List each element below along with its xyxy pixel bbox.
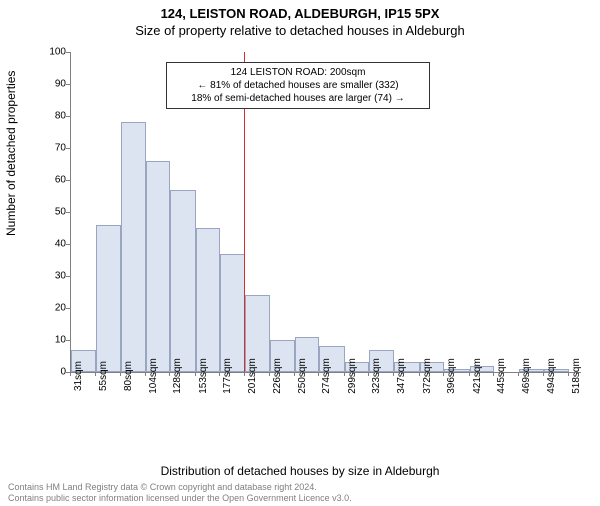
- page-subtitle: Size of property relative to detached ho…: [0, 23, 600, 38]
- y-tick-mark: [66, 52, 70, 53]
- histogram-bar: [146, 161, 171, 372]
- x-tick-mark: [219, 372, 220, 376]
- y-tick-label: 80: [36, 111, 66, 122]
- y-tick-mark: [66, 116, 70, 117]
- x-tick-mark: [543, 372, 544, 376]
- x-tick-label: 31sqm: [73, 361, 84, 391]
- y-tick-label: 60: [36, 175, 66, 186]
- y-tick-label: 30: [36, 271, 66, 282]
- x-tick-label: 396sqm: [446, 358, 457, 394]
- y-tick-mark: [66, 180, 70, 181]
- x-tick-label: 226sqm: [272, 358, 283, 394]
- footer-line1: Contains HM Land Registry data © Crown c…: [8, 482, 352, 493]
- x-tick-mark: [419, 372, 420, 376]
- annotation-box: 124 LEISTON ROAD: 200sqm← 81% of detache…: [166, 62, 430, 109]
- x-tick-mark: [318, 372, 319, 376]
- x-tick-mark: [95, 372, 96, 376]
- annotation-line1: 124 LEISTON ROAD: 200sqm: [173, 66, 423, 79]
- y-tick-label: 10: [36, 335, 66, 346]
- x-tick-mark: [70, 372, 71, 376]
- annotation-line3: 18% of semi-detached houses are larger (…: [173, 92, 423, 105]
- y-tick-label: 40: [36, 239, 66, 250]
- y-tick-label: 90: [36, 79, 66, 90]
- y-tick-mark: [66, 148, 70, 149]
- x-tick-mark: [568, 372, 569, 376]
- x-tick-mark: [344, 372, 345, 376]
- y-tick-label: 50: [36, 207, 66, 218]
- y-tick-label: 0: [36, 367, 66, 378]
- footer-line2: Contains public sector information licen…: [8, 493, 352, 504]
- x-tick-label: 104sqm: [148, 358, 159, 394]
- x-tick-mark: [120, 372, 121, 376]
- x-tick-mark: [493, 372, 494, 376]
- y-tick-mark: [66, 276, 70, 277]
- x-tick-label: 201sqm: [247, 358, 258, 394]
- x-tick-mark: [469, 372, 470, 376]
- x-tick-label: 128sqm: [172, 358, 183, 394]
- annotation-line2: ← 81% of detached houses are smaller (33…: [173, 79, 423, 92]
- x-tick-label: 323sqm: [371, 358, 382, 394]
- y-tick-mark: [66, 84, 70, 85]
- x-tick-label: 177sqm: [222, 358, 233, 394]
- y-tick-mark: [66, 212, 70, 213]
- y-tick-mark: [66, 340, 70, 341]
- x-tick-label: 250sqm: [297, 358, 308, 394]
- x-tick-mark: [145, 372, 146, 376]
- x-tick-label: 372sqm: [422, 358, 433, 394]
- x-tick-mark: [518, 372, 519, 376]
- x-tick-label: 153sqm: [198, 358, 209, 394]
- x-tick-label: 518sqm: [571, 358, 582, 394]
- y-axis-label: Number of detached properties: [4, 71, 18, 236]
- x-tick-mark: [244, 372, 245, 376]
- x-tick-label: 347sqm: [396, 358, 407, 394]
- y-tick-label: 20: [36, 303, 66, 314]
- x-tick-label: 421sqm: [472, 358, 483, 394]
- x-tick-mark: [368, 372, 369, 376]
- x-tick-label: 299sqm: [347, 358, 358, 394]
- x-tick-mark: [294, 372, 295, 376]
- histogram-bar: [170, 190, 196, 372]
- x-tick-mark: [443, 372, 444, 376]
- x-tick-label: 55sqm: [98, 361, 109, 391]
- plot-area: 124 LEISTON ROAD: 200sqm← 81% of detache…: [70, 52, 581, 373]
- y-tick-label: 70: [36, 143, 66, 154]
- page-title: 124, LEISTON ROAD, ALDEBURGH, IP15 5PX: [0, 6, 600, 21]
- x-axis-label: Distribution of detached houses by size …: [0, 464, 600, 478]
- footer-attribution: Contains HM Land Registry data © Crown c…: [8, 482, 352, 504]
- y-tick-mark: [66, 308, 70, 309]
- x-tick-mark: [393, 372, 394, 376]
- y-tick-mark: [66, 244, 70, 245]
- x-tick-label: 274sqm: [321, 358, 332, 394]
- x-tick-mark: [269, 372, 270, 376]
- histogram-bar: [196, 228, 221, 372]
- histogram-bar: [220, 254, 245, 372]
- x-tick-label: 445sqm: [496, 358, 507, 394]
- x-tick-mark: [169, 372, 170, 376]
- histogram-bar: [121, 122, 146, 372]
- x-tick-label: 469sqm: [521, 358, 532, 394]
- histogram-chart: 124 LEISTON ROAD: 200sqm← 81% of detache…: [40, 52, 580, 422]
- x-tick-label: 80sqm: [123, 361, 134, 391]
- histogram-bar: [96, 225, 122, 372]
- x-tick-mark: [195, 372, 196, 376]
- y-tick-label: 100: [36, 47, 66, 58]
- x-tick-label: 494sqm: [546, 358, 557, 394]
